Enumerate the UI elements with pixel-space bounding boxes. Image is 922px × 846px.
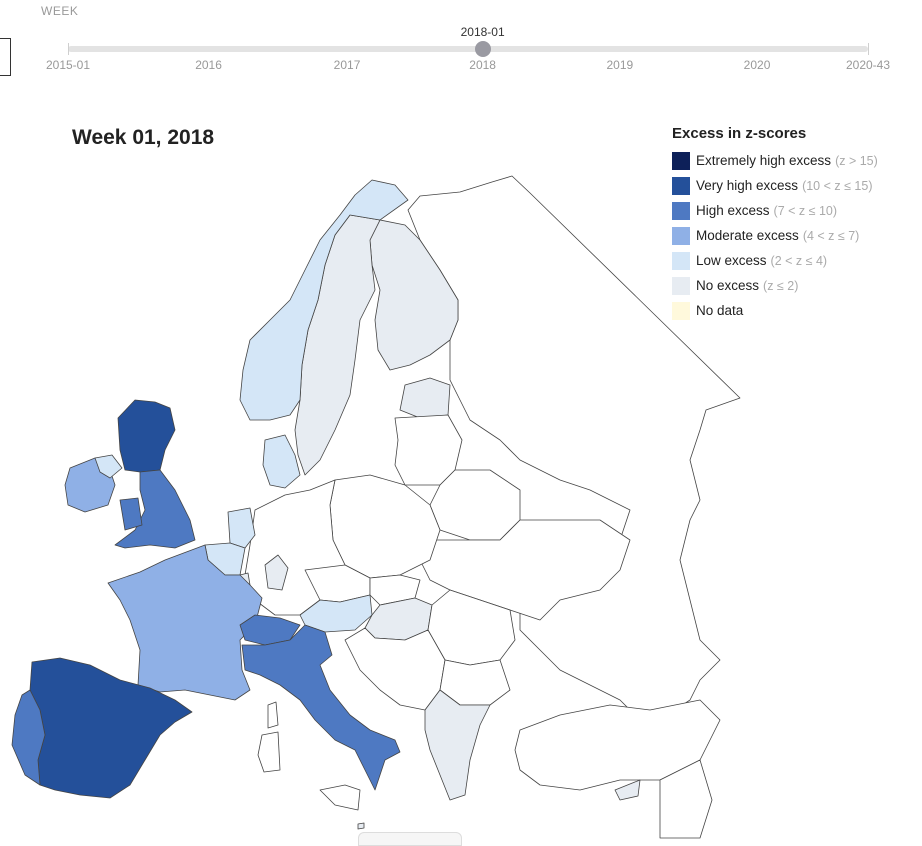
legend-label: High excess [696,203,770,218]
current-week-label: 2018-01 [460,25,505,39]
legend-item-extreme: Extremely high excess (z > 15) [672,148,878,173]
legend-swatch [672,151,690,170]
region-malta[interactable] [357,822,365,830]
legend-label: Extremely high excess [696,153,832,168]
region-netherlands[interactable] [227,507,256,549]
legend-range: (z ≤ 2) [763,278,799,293]
map-title: Week 01, 2018 [72,126,215,149]
timeline-tick-label[interactable]: 2016 [195,58,222,72]
region-corsica[interactable] [267,701,279,729]
region-switzerland[interactable] [239,614,301,646]
week-heading: WEEK [41,4,79,18]
legend-item-nodata: No data [672,298,878,323]
legend-range: (z > 15) [835,153,878,168]
legend-label: Low excess [696,253,767,268]
region-france[interactable] [107,544,263,701]
legend-item-low: Low excess (2 < z ≤ 4) [672,248,878,273]
slider-end-tick [68,43,69,55]
region-cyprus[interactable] [614,779,641,801]
region-scotland[interactable] [117,399,176,473]
region-poland[interactable] [329,474,441,579]
timeline-tick-label[interactable]: 2017 [333,58,361,72]
legend-range: (2 < z ≤ 4) [770,253,828,268]
region-sicily[interactable] [319,784,361,811]
legend-label: Very high excess [696,178,799,193]
timeline-tick-label[interactable]: 2015-01 [45,58,91,72]
legend-label: Moderate excess [696,228,799,243]
legend-item-none: No excess (z ≤ 2) [672,273,878,298]
slider-end-tick [868,43,869,55]
legend-range: (7 < z ≤ 10) [773,203,838,218]
region-balkans[interactable] [344,627,446,711]
timeline-tick-label[interactable]: 2020 [743,58,771,72]
region-ukraine[interactable] [419,519,631,621]
side-panel-edge[interactable] [0,38,11,76]
week-slider-handle[interactable] [474,41,491,57]
region-denmark[interactable] [262,434,301,489]
region-italy[interactable] [241,624,401,791]
legend-swatch [672,251,690,270]
legend-label: No data [696,303,744,318]
region-portugal[interactable] [11,689,46,786]
legend-range: (4 < z ≤ 7) [802,228,860,243]
legend-swatch [672,226,690,245]
region-finland[interactable] [369,219,459,371]
timeline-tick-label[interactable]: 2018 [469,58,496,72]
region-middle-east[interactable] [659,759,713,839]
legend-swatch [672,176,690,195]
region-greece[interactable] [424,689,491,801]
legend-label: No excess [696,278,760,293]
region-norway[interactable] [239,179,409,421]
legend: Excess in z-scores Extremely high excess… [672,125,878,323]
region-northern-ireland[interactable] [94,454,123,479]
region-wales[interactable] [119,497,143,531]
legend-item-very_high: Very high excess (10 < z ≤ 15) [672,173,878,198]
legend-range: (10 < z ≤ 15) [802,178,873,193]
legend-title: Excess in z-scores [672,125,807,142]
legend-item-moderate: Moderate excess (4 < z ≤ 7) [672,223,878,248]
legend-swatch [672,276,690,295]
legend-swatch [672,301,690,320]
legend-swatch [672,201,690,220]
region-estonia[interactable] [399,377,451,419]
region-germany-hesse[interactable] [264,554,289,591]
bottom-tab[interactable] [358,832,462,846]
timeline-tick-label[interactable]: 2020-43 [845,58,891,72]
legend-item-high: High excess (7 < z ≤ 10) [672,198,878,223]
region-sardinia[interactable] [257,731,281,773]
region-sweden[interactable] [294,214,381,476]
week-slider-track[interactable] [68,41,869,57]
region-england[interactable] [114,469,196,549]
timeline-tick-label[interactable]: 2019 [606,58,634,72]
